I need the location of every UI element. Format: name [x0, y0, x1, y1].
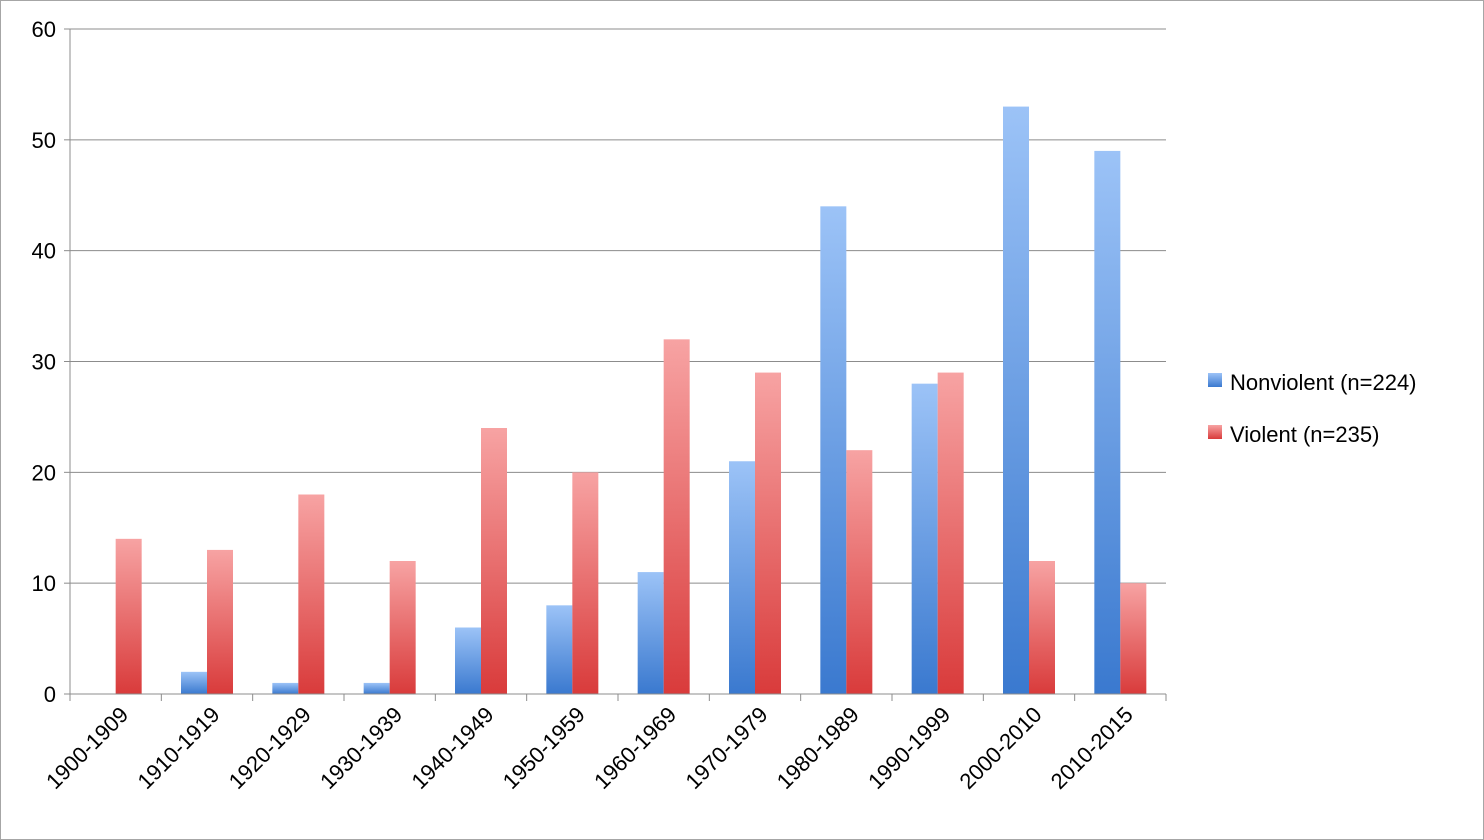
nonviolent-bar — [1003, 106, 1029, 695]
violent-bar — [115, 538, 142, 694]
y-tick-label: 20 — [32, 460, 56, 485]
x-tick-label: 1920-1929 — [224, 702, 316, 794]
y-tick-label: 40 — [32, 239, 56, 264]
nonviolent-bar — [363, 682, 390, 694]
violent-bar — [663, 339, 690, 694]
bars-layer — [115, 106, 1147, 695]
nonviolent-bar — [911, 383, 938, 694]
legend-swatch — [1208, 425, 1222, 439]
nonviolent-bar — [820, 206, 847, 695]
nonviolent-bar — [272, 682, 299, 694]
nonviolent-bar — [1094, 150, 1121, 694]
x-tick-label: 1930-1939 — [315, 702, 407, 794]
violent-bar — [389, 561, 416, 694]
legend-label: Nonviolent (n=224) — [1230, 370, 1417, 395]
y-tick-label: 50 — [32, 128, 56, 153]
nonviolent-bar — [181, 671, 207, 694]
violent-bar — [298, 494, 325, 694]
x-tick-label: 1910-1919 — [132, 702, 224, 794]
nonviolent-bar — [637, 572, 664, 694]
x-tick-label: 2010-2015 — [1046, 702, 1138, 794]
violent-bar — [1120, 583, 1147, 694]
violent-bar — [207, 549, 233, 694]
x-tick-label: 1970-1979 — [680, 702, 772, 794]
y-tick-label: 10 — [32, 571, 56, 596]
x-tick-label: 2000-2010 — [954, 702, 1046, 794]
violent-bar — [572, 472, 599, 694]
y-tick-label: 30 — [32, 350, 56, 375]
y-tick-label: 60 — [32, 17, 56, 42]
x-tick-label: 1960-1969 — [589, 702, 681, 794]
x-tick-label: 1980-1989 — [772, 702, 864, 794]
violent-bar — [481, 428, 507, 694]
legend-label: Violent (n=235) — [1230, 422, 1379, 447]
nonviolent-bar — [729, 461, 755, 694]
violent-bar — [937, 372, 964, 694]
y-tick-label: 0 — [44, 682, 56, 707]
x-tick-label: 1990-1999 — [863, 702, 955, 794]
x-tick-label: 1900-1909 — [41, 702, 133, 794]
x-tick-label: 1940-1949 — [406, 702, 498, 794]
nonviolent-bar — [455, 627, 481, 694]
violent-bar — [1029, 561, 1055, 694]
grid-layer — [70, 28, 1166, 584]
legend-swatch — [1208, 373, 1222, 387]
nonviolent-bar — [546, 605, 573, 694]
legend: Nonviolent (n=224) Violent (n=235) — [1208, 370, 1417, 447]
violent-bar — [846, 450, 873, 694]
violent-bar — [755, 372, 781, 694]
x-tick-label: 1950-1959 — [498, 702, 590, 794]
